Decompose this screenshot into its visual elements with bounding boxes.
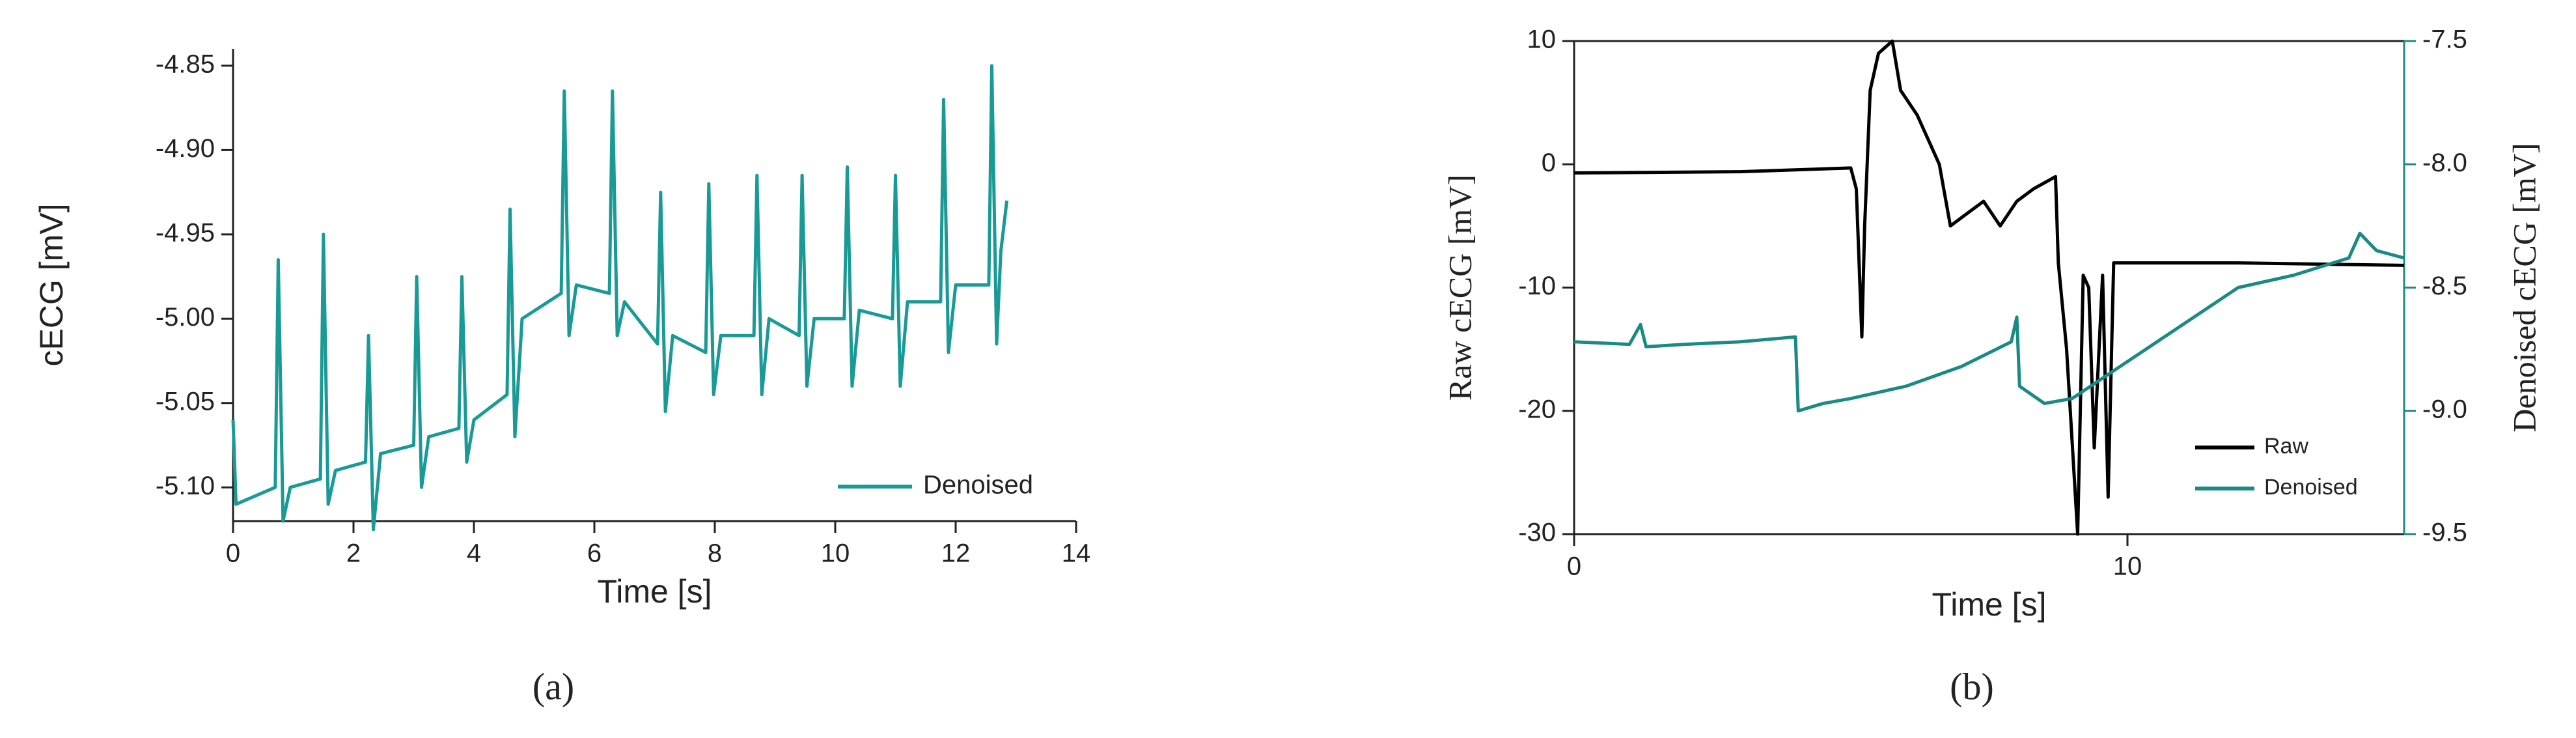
x-tick-label: 0	[226, 539, 240, 568]
y2-tick-label: -9.0	[2422, 395, 2467, 423]
y2-tick-label: -8.0	[2422, 149, 2467, 177]
y-tick-label: -4.95	[156, 218, 215, 247]
data-line	[1573, 231, 2405, 413]
y2-tick-label: -9.5	[2422, 518, 2467, 547]
x-tick-label: 10	[821, 539, 850, 568]
x-tick-label: 6	[587, 539, 602, 568]
x-tick-label: 4	[467, 539, 481, 568]
y-tick-label: -4.85	[156, 50, 215, 78]
x-tick-label: 2	[346, 539, 361, 568]
y2-axis-label: Denoised cECG [mV]	[2506, 143, 2542, 432]
y-tick-label: -5.10	[156, 472, 215, 500]
y-tick-label: 10	[1527, 25, 1557, 54]
x-axis-label: Time [s]	[598, 573, 712, 610]
y-axis-label: cECG [mV]	[33, 203, 70, 366]
y-tick-label: -5.05	[156, 387, 215, 416]
y-tick-label: -10	[1518, 272, 1556, 300]
y-axis-label: Raw cECG [mV]	[1441, 175, 1478, 401]
x-tick-label: 14	[1062, 539, 1091, 568]
y-tick-label: -4.90	[156, 134, 215, 163]
x-tick-label: 12	[941, 539, 971, 568]
y-tick-label: 0	[1542, 149, 1556, 177]
y-tick-label: -20	[1518, 395, 1556, 423]
x-axis-label: Time [s]	[1932, 586, 2047, 623]
y-tick-label: -5.00	[156, 303, 215, 332]
data-line	[231, 64, 1009, 532]
data-line	[1573, 39, 2405, 536]
x-tick-label: 8	[708, 539, 722, 568]
y2-tick-label: -7.5	[2422, 25, 2467, 54]
x-tick-label: 10	[2113, 552, 2142, 581]
legend-label: Raw	[2264, 434, 2308, 459]
caption: (a)	[533, 665, 574, 707]
x-tick-label: 0	[1567, 552, 1581, 581]
legend-label: Denoised	[923, 471, 1033, 500]
caption: (b)	[1950, 665, 1994, 707]
y2-tick-label: -8.5	[2422, 272, 2467, 300]
legend-label: Denoised	[2264, 475, 2358, 500]
y-tick-label: -30	[1518, 518, 1556, 547]
